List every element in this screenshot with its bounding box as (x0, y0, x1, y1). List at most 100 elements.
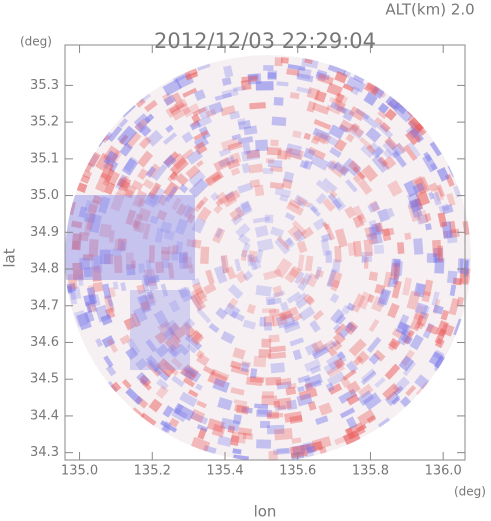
radar-cell (360, 370, 377, 385)
radar-cell (211, 423, 226, 438)
radar-cell (160, 283, 169, 297)
radar-cell (383, 271, 393, 288)
radar-cell (324, 223, 336, 241)
radar-cell (218, 155, 236, 168)
y-tick-label: 34.7 (30, 298, 59, 313)
radar-cell (157, 320, 175, 339)
radar-cell (288, 198, 302, 210)
radar-cell (274, 428, 293, 441)
radar-cell (317, 73, 335, 86)
radar-cell (105, 364, 117, 377)
radar-cell (322, 197, 336, 212)
radar-cell (399, 396, 412, 408)
x-tick-label: 135.6 (279, 464, 316, 479)
radar-cell (266, 424, 285, 435)
radar-cell (377, 288, 392, 306)
radar-cell (115, 174, 128, 190)
radar-cell (186, 343, 198, 354)
radar-cell (190, 412, 209, 425)
radar-cell (384, 108, 397, 121)
radar-cell (391, 396, 401, 406)
radar-cell (318, 132, 332, 145)
radar-cell (433, 355, 447, 371)
radar-cell (107, 298, 114, 307)
radar-cell (434, 337, 445, 349)
radar-cell (388, 337, 401, 351)
radar-cell (371, 296, 386, 313)
radar-cell (393, 260, 403, 276)
radar-cell (322, 221, 330, 231)
radar-cell (284, 267, 300, 284)
radar-cell (336, 105, 347, 115)
radar-cell (357, 213, 367, 225)
radar-cell (368, 318, 380, 333)
radar-cell (363, 91, 378, 107)
radar-cell (298, 387, 318, 401)
radar-cell (286, 201, 304, 216)
radar-cell (241, 406, 253, 414)
radar-cell (191, 113, 201, 124)
radar-cell (265, 376, 282, 386)
radar-cell (291, 220, 308, 236)
radar-cell (220, 256, 228, 274)
radar-cell (249, 375, 265, 384)
radar-cell (377, 102, 390, 114)
radar-cell (170, 102, 191, 121)
radar-cell (264, 214, 274, 224)
y-tick-label: 34.4 (30, 408, 59, 423)
x-unit: (deg) (454, 485, 486, 499)
radar-cell (307, 400, 317, 411)
radar-cell (405, 128, 421, 146)
radar-cell (103, 294, 115, 314)
radar-cell (202, 365, 216, 376)
radar-cell (230, 310, 245, 322)
radar-cell (352, 166, 366, 181)
radar-cell (296, 67, 312, 80)
radar-cell (274, 237, 291, 255)
radar-cell (413, 304, 425, 321)
radar-cell (382, 383, 400, 401)
radar-cell (311, 346, 330, 360)
radar-cell (373, 244, 385, 255)
radar-cell (352, 205, 365, 222)
echo-region (130, 290, 190, 370)
radar-cell (296, 240, 308, 254)
radar-cell (414, 302, 429, 316)
radar-cell (266, 412, 284, 418)
radar-cell (85, 152, 100, 168)
radar-cell (247, 254, 258, 271)
radar-cell (283, 237, 294, 248)
radar-cell (365, 126, 382, 143)
radar-cell (310, 135, 321, 145)
radar-cell (360, 144, 375, 159)
radar-cell (426, 323, 439, 335)
radar-cell (168, 322, 186, 341)
radar-cell (175, 173, 189, 187)
radar-cell (254, 184, 265, 197)
radar-cell (179, 321, 197, 339)
radar-cell (124, 184, 137, 199)
radar-cell (403, 180, 419, 198)
radar-cell (270, 362, 285, 374)
radar-cell (171, 407, 188, 423)
radar-cell (415, 190, 431, 207)
radar-cell (433, 247, 443, 263)
radar-cell (302, 159, 313, 170)
radar-cell (352, 74, 365, 84)
radar-cell (161, 92, 175, 106)
radar-cell (232, 414, 242, 425)
radar-cell (318, 402, 333, 416)
radar-cell (117, 125, 138, 147)
radar-cell (138, 136, 152, 150)
radar-cell (162, 132, 178, 145)
radar-cell (145, 165, 157, 179)
radar-cell (435, 320, 449, 337)
radar-cell (205, 269, 215, 285)
radar-cell (376, 122, 394, 139)
radar-cell (407, 203, 421, 223)
radar-cell (196, 307, 212, 324)
radar-cell (345, 133, 355, 143)
radar-cell (287, 225, 304, 242)
radar-cell (105, 169, 120, 186)
radar-cell (346, 380, 361, 396)
